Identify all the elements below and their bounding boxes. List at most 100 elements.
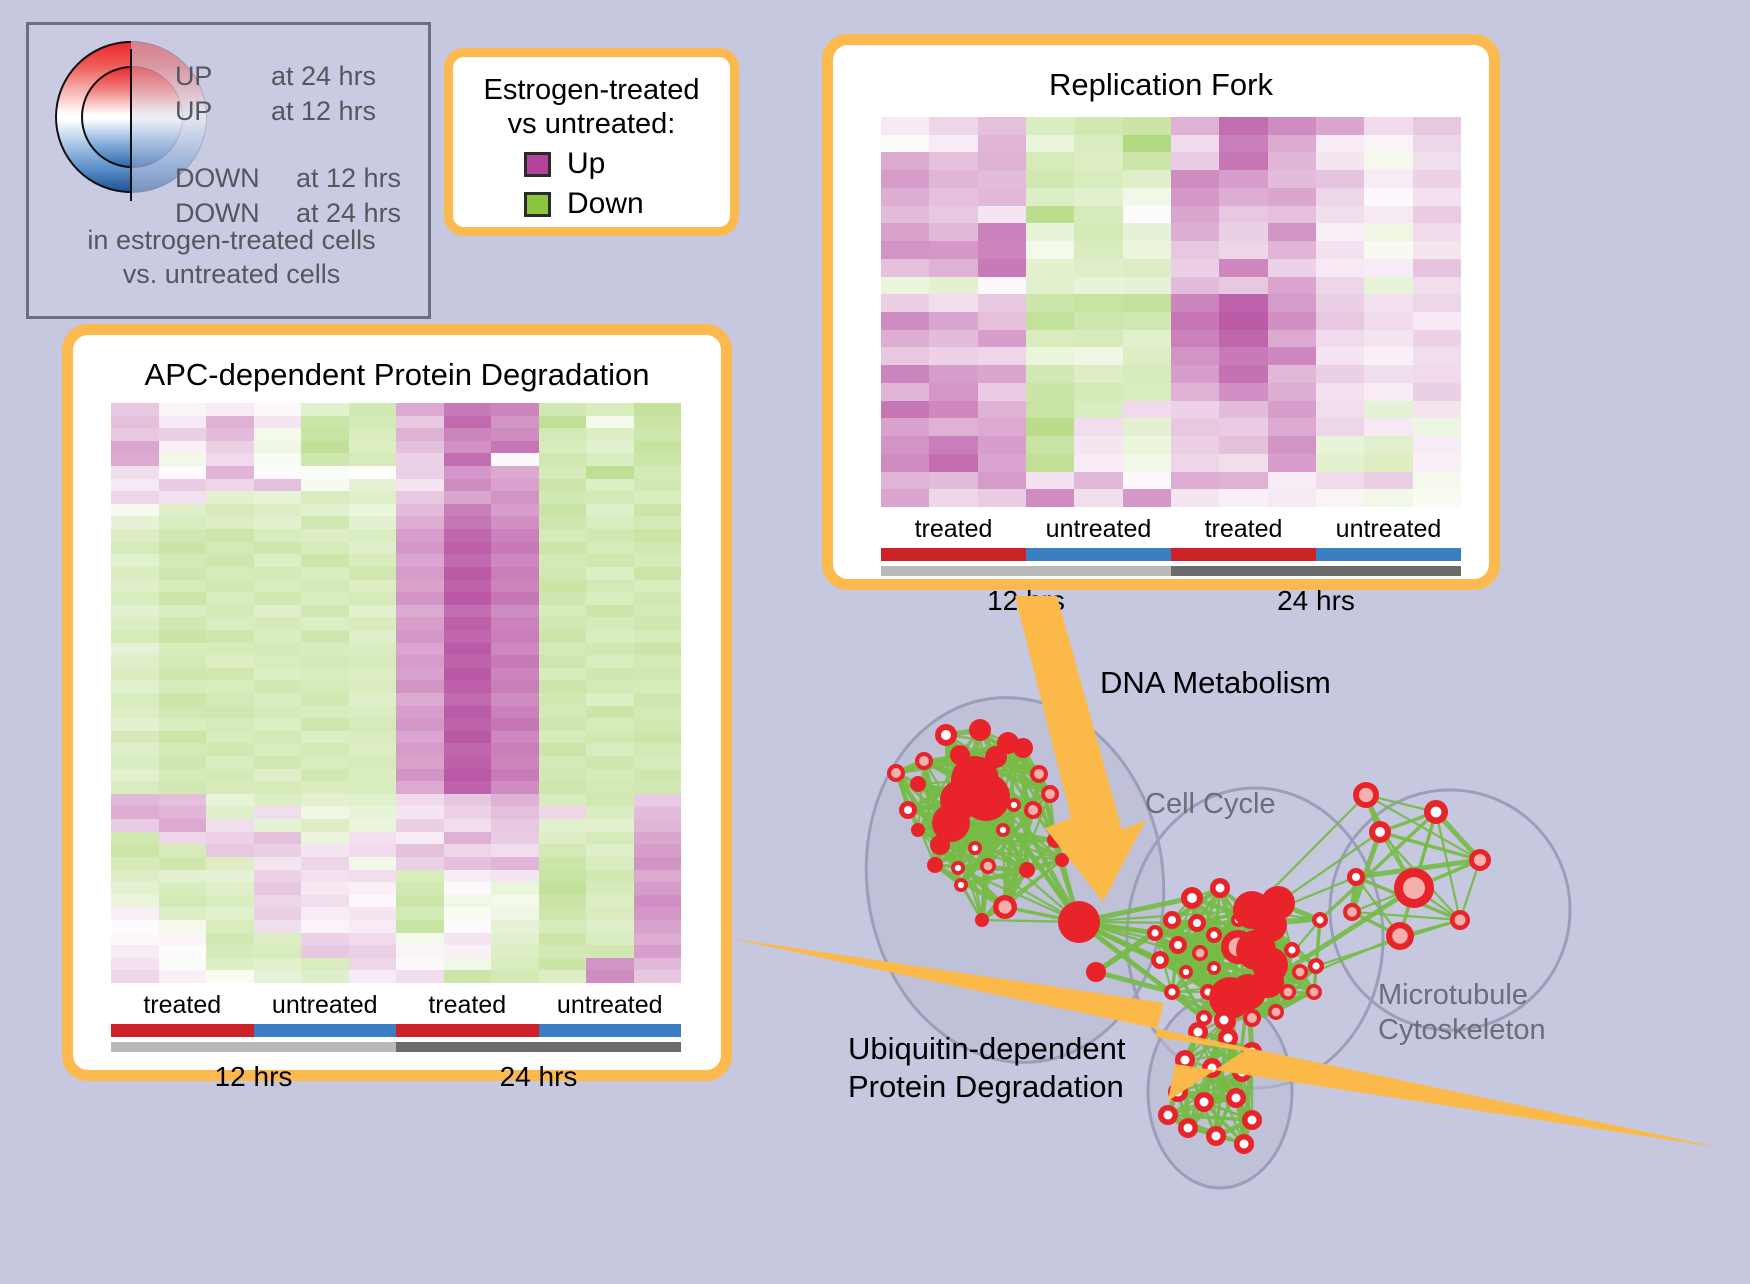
heatmap-cell: [1122, 365, 1171, 383]
heatmap-cell: [586, 617, 634, 630]
heatmap-cell: [253, 932, 301, 946]
heatmap-cell: [1074, 117, 1123, 135]
heatmap-cell: [977, 258, 1026, 277]
heatmap-cell: [301, 756, 349, 769]
heatmap-cell: [111, 566, 159, 580]
wheel-time-down-24: at 24 hrs: [296, 198, 402, 228]
heatmap-cell: [538, 756, 586, 769]
heatmap-cell: [443, 907, 491, 920]
network-node-core: [1223, 1033, 1233, 1043]
heatmap-cell: [111, 554, 159, 567]
heatmap-cell: [111, 680, 159, 693]
network-edge: [1379, 830, 1481, 862]
heatmap-cell: [491, 957, 539, 971]
heatmap-cell: [1170, 152, 1220, 171]
axis-replication-fork: treated untreated treated untreated 12 hrs 24…: [881, 515, 1461, 617]
timepoint-color-bar: [881, 566, 1461, 576]
heatmap-cell: [1122, 453, 1171, 472]
wheel-time-up-24: at 24 hrs: [271, 61, 377, 91]
heatmap-cell: [443, 617, 491, 630]
heatmap-cell: [111, 894, 159, 908]
heatmap-cell: [158, 882, 206, 895]
network-node-core: [919, 756, 929, 766]
heatmap-cell: [111, 642, 159, 656]
heatmap-cell: [1025, 117, 1075, 135]
heatmap-cell: [633, 667, 681, 681]
heatmap-cell: [491, 592, 539, 605]
heatmap-cell: [158, 894, 206, 908]
heatmap-cell: [348, 756, 396, 769]
axis-group-label: treated: [428, 991, 507, 1019]
heatmap-cell: [586, 629, 634, 643]
heatmap-cell: [977, 471, 1026, 490]
heatmap-cell: [977, 382, 1026, 401]
cluster-label-microtubule-cytoskeleton: Microtubule Cytoskeleton: [1378, 979, 1546, 1047]
network-node-core: [971, 844, 979, 852]
heatmap-cell: [1412, 276, 1461, 295]
heatmap-cell: [253, 894, 301, 908]
network-node-core: [1375, 827, 1385, 837]
heatmap-cell: [253, 730, 301, 744]
heatmap-cell: [348, 629, 396, 643]
heatmap-cell: [253, 415, 301, 429]
heatmap-cell: [633, 806, 681, 820]
heatmap-cell: [253, 869, 301, 883]
heatmap-cell: [396, 440, 444, 454]
heatmap-cell: [111, 440, 159, 454]
heatmap-cell: [206, 680, 254, 693]
heatmap-cell: [1412, 453, 1461, 472]
heatmap-cell: [206, 970, 254, 983]
heatmap-cell: [253, 743, 301, 757]
heatmap-cell: [491, 932, 539, 946]
timepoint-label: 12 hrs: [987, 585, 1065, 616]
heatmap-cell: [253, 919, 301, 933]
heatmap-cell: [1170, 223, 1220, 242]
heatmap-cell: [1315, 170, 1365, 188]
heatmap-cell: [491, 768, 539, 782]
heatmap-cell: [1315, 117, 1365, 135]
heatmap-cell: [1364, 276, 1413, 295]
heatmap-cell: [443, 478, 491, 492]
heatmap-cell: [929, 241, 978, 259]
heatmap-cell: [977, 170, 1026, 188]
heatmap-cell: [1025, 400, 1075, 419]
heatmap-cell: [633, 718, 681, 731]
heatmap-cell: [348, 907, 396, 920]
heatmap-cell: [929, 170, 978, 188]
heatmap-cell: [443, 415, 491, 429]
heatmap-cell: [443, 440, 491, 454]
heatmap-cell: [491, 743, 539, 757]
heatmap-cell: [158, 428, 206, 441]
axis-group-label: untreated: [556, 991, 663, 1019]
cluster-label-cell-cycle: Cell Cycle: [1145, 788, 1276, 820]
heatmap-cell: [443, 730, 491, 744]
heatmap-cell: [1364, 329, 1413, 348]
network-node: [1086, 962, 1106, 982]
heatmap-cell: [538, 478, 586, 492]
heatmap-cell: [206, 919, 254, 933]
heatmap-cell: [206, 819, 254, 832]
heatmap-cell: [881, 258, 930, 277]
heatmap-cell: [1219, 365, 1268, 383]
heatmap-cell: [348, 743, 396, 757]
heatmap-cell: [396, 642, 444, 656]
heatmap-cell: [111, 781, 159, 794]
network-node-core: [1167, 915, 1177, 925]
heatmap-cell: [1364, 294, 1413, 312]
heatmap-cell: [491, 642, 539, 656]
heatmap-cell: [586, 428, 634, 441]
heatmap-cell: [443, 579, 491, 593]
heatmap-cell: [633, 705, 681, 719]
heatmap-cell: [1267, 471, 1316, 490]
heatmap-cell: [348, 516, 396, 530]
heatmap-cell: [1219, 241, 1268, 259]
heatmap-cell: [206, 957, 254, 971]
heatmap-cell: [206, 503, 254, 517]
heatmap-cell: [206, 693, 254, 706]
heatmap-cell: [491, 466, 539, 479]
heatmap-cell: [158, 869, 206, 883]
heatmap-cell: [633, 642, 681, 656]
heatmap-cell: [443, 566, 491, 580]
heatmap-cell: [158, 819, 206, 832]
heatmap-cell: [206, 592, 254, 605]
